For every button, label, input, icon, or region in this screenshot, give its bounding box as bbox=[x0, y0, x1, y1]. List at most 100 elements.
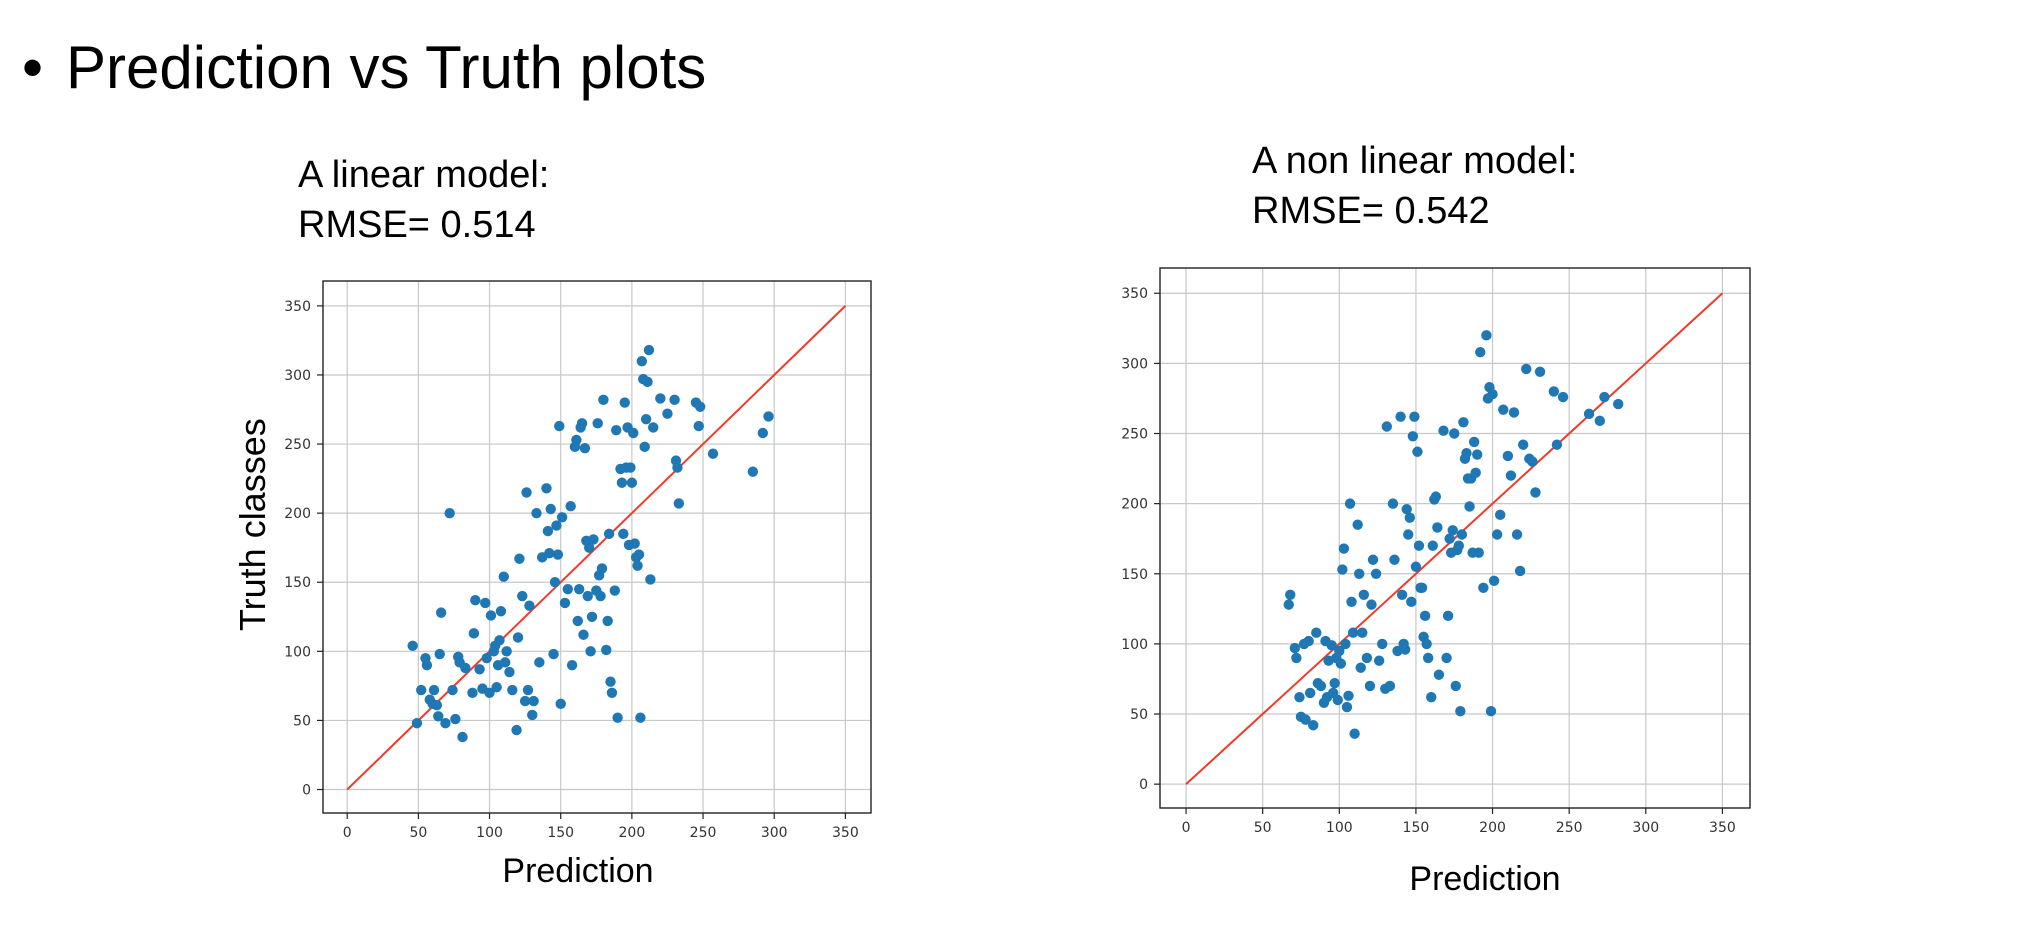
chart2-ytick-label: 0 bbox=[1139, 777, 1148, 793]
chart1-point bbox=[460, 662, 471, 674]
chart2-point bbox=[1337, 564, 1348, 575]
chart2-point bbox=[1485, 706, 1497, 717]
chart2-point bbox=[1530, 487, 1541, 498]
chart1-point bbox=[640, 413, 652, 425]
chart1-point bbox=[595, 590, 606, 602]
chart1-point bbox=[554, 420, 565, 432]
chart2-point bbox=[1367, 554, 1379, 565]
chart2-point bbox=[1502, 450, 1514, 462]
chart1-ytick-label: 0 bbox=[302, 783, 311, 799]
chart2-point bbox=[1409, 411, 1420, 422]
chart2-point bbox=[1557, 391, 1569, 403]
chart1-point bbox=[501, 646, 512, 657]
chart1-point bbox=[601, 644, 612, 656]
chart2-rmse: RMSE= 0.542 bbox=[1252, 190, 1490, 232]
chart1-point bbox=[507, 684, 518, 696]
chart2-point bbox=[1332, 694, 1343, 706]
chart1-ytick-label: 250 bbox=[284, 437, 311, 453]
chart2-xtick-label: 300 bbox=[1632, 820, 1659, 836]
chart1-point bbox=[632, 560, 643, 571]
chart1-point bbox=[522, 684, 534, 696]
chart1-point bbox=[499, 657, 511, 668]
chart1-point bbox=[596, 563, 608, 574]
chart2-point bbox=[1453, 540, 1465, 551]
chart2-point bbox=[1304, 687, 1316, 699]
chart1-xtick-label: 0 bbox=[343, 825, 352, 841]
chart2-xtick-label: 0 bbox=[1182, 820, 1191, 836]
chart1-point bbox=[571, 434, 582, 446]
chart2-point bbox=[1495, 509, 1506, 521]
chart2-point bbox=[1421, 638, 1432, 650]
chart2-point bbox=[1308, 720, 1319, 731]
chart1-point bbox=[602, 615, 613, 627]
chart2-point bbox=[1403, 529, 1414, 540]
chart2-point bbox=[1432, 522, 1443, 533]
chart2-point bbox=[1300, 714, 1311, 725]
chart1-point bbox=[579, 443, 591, 454]
chart1-caption: A linear model: RMSE= 0.514 bbox=[298, 150, 549, 250]
chart1-point bbox=[662, 408, 673, 419]
chart1-point bbox=[586, 611, 598, 622]
chart1-ytick-label: 100 bbox=[284, 644, 311, 660]
chart2-xtick-label: 250 bbox=[1556, 820, 1583, 836]
chart2-point bbox=[1344, 498, 1356, 509]
chart1-point bbox=[588, 534, 599, 545]
chart1-point bbox=[629, 538, 640, 549]
chart1-point bbox=[541, 483, 552, 494]
chart2-point bbox=[1354, 568, 1365, 579]
chart1-point bbox=[467, 687, 478, 698]
chart1-point bbox=[470, 595, 481, 606]
chart1-point bbox=[669, 394, 680, 406]
chart2-point bbox=[1389, 554, 1400, 565]
chart2-point bbox=[1472, 449, 1483, 460]
chart1-point bbox=[504, 666, 515, 678]
chart2-point bbox=[1583, 408, 1595, 420]
chart1-point bbox=[655, 393, 666, 404]
chart1-point bbox=[411, 717, 423, 729]
chart2-point bbox=[1456, 529, 1468, 540]
chart2-point bbox=[1346, 596, 1357, 608]
chart2-point bbox=[1464, 501, 1475, 512]
chart2-ytick-label: 250 bbox=[1121, 427, 1148, 443]
chart1-point bbox=[527, 709, 538, 721]
chart2-point bbox=[1347, 627, 1359, 638]
chart1-point bbox=[551, 520, 562, 531]
chart1-xtick-label: 250 bbox=[690, 825, 717, 841]
chart1-point bbox=[583, 542, 595, 553]
slide-title-text: Prediction vs Truth plots bbox=[66, 34, 707, 101]
chart2-point bbox=[1514, 565, 1526, 577]
chart2-point bbox=[1406, 596, 1417, 608]
chart2-xtick-label: 150 bbox=[1403, 820, 1430, 836]
chart1-point bbox=[517, 590, 528, 602]
chart2-point bbox=[1407, 431, 1419, 442]
chart2-point bbox=[1481, 330, 1492, 341]
chart2-ytick-label: 350 bbox=[1121, 286, 1148, 302]
chart1-point bbox=[544, 548, 555, 559]
chart2-point bbox=[1426, 691, 1437, 703]
chart1-point bbox=[435, 607, 447, 618]
chart2-point bbox=[1447, 525, 1458, 536]
chart1-point bbox=[757, 427, 769, 439]
chart2-point bbox=[1422, 652, 1434, 664]
chart2-point bbox=[1373, 655, 1385, 666]
chart2-point bbox=[1430, 491, 1442, 502]
chart1-point bbox=[566, 659, 578, 671]
chart1-point bbox=[763, 411, 774, 422]
chart1-point bbox=[545, 503, 556, 515]
chart2-point bbox=[1458, 417, 1469, 428]
chart1-point bbox=[636, 355, 648, 367]
chart1-point bbox=[556, 512, 568, 523]
chart1-point bbox=[572, 615, 583, 627]
chart2-point bbox=[1488, 575, 1500, 586]
chart2-point bbox=[1478, 582, 1489, 593]
chart2-point bbox=[1527, 456, 1538, 467]
chart2-point bbox=[1285, 589, 1296, 601]
chart2-point bbox=[1613, 398, 1624, 410]
chart2-point bbox=[1491, 529, 1503, 540]
chart1-point bbox=[555, 698, 566, 710]
chart1-point bbox=[542, 525, 554, 537]
chart2-ytick-label: 200 bbox=[1121, 497, 1148, 513]
chart1-xlabel: Prediction bbox=[502, 852, 654, 890]
chart2-point bbox=[1438, 425, 1449, 436]
chart2-point bbox=[1283, 599, 1294, 610]
